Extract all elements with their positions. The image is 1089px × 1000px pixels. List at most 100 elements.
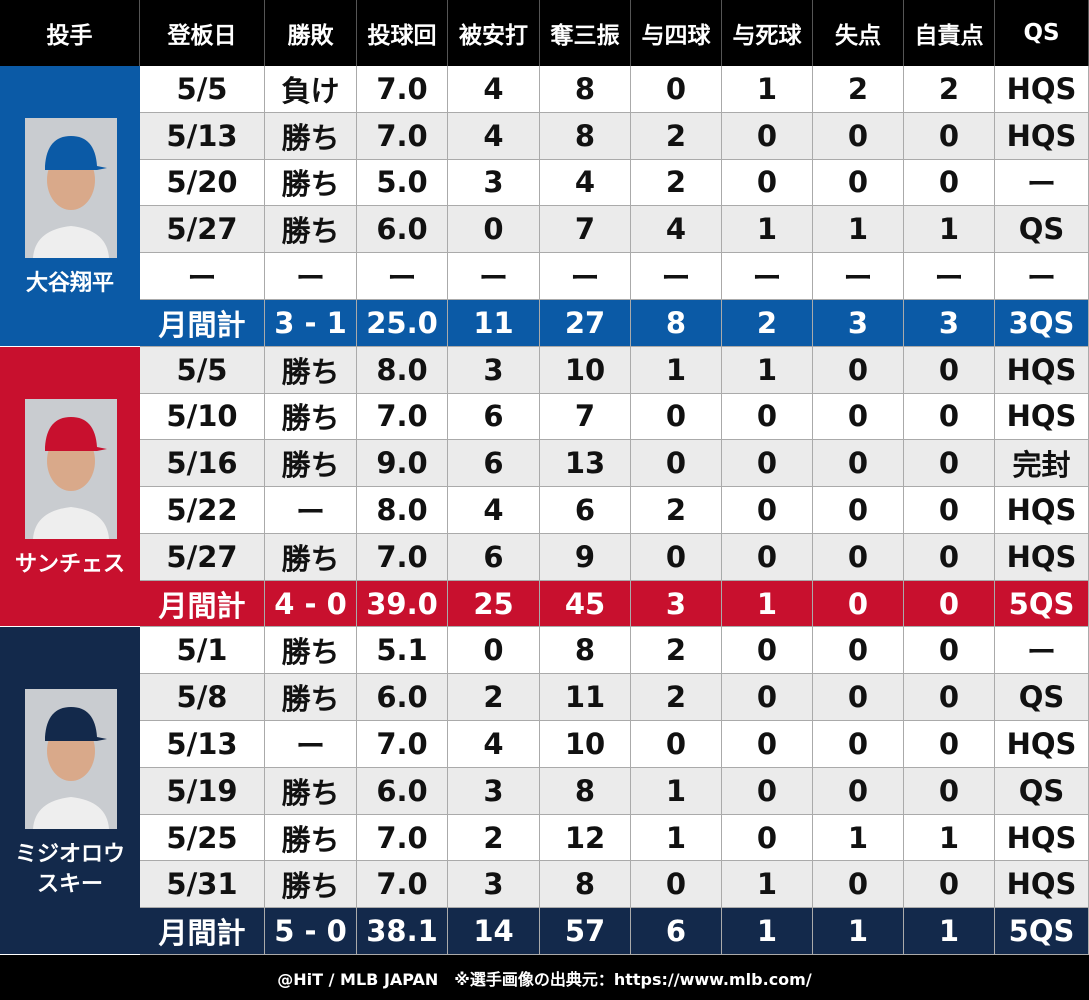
data-cell: 0 [631, 721, 722, 768]
data-cell: 勝ち [265, 440, 357, 488]
data-cell: ー [995, 253, 1089, 300]
total-cell: 月間計 [140, 580, 265, 628]
data-cell: 0 [631, 861, 722, 909]
data-cell: HQS [995, 814, 1089, 862]
data-cell: 7.0 [357, 721, 448, 768]
data-cell: 0 [631, 66, 722, 113]
total-cell: 月間計 [140, 299, 265, 347]
total-cell: 4 - 0 [265, 580, 357, 628]
data-cell: 勝ち [265, 861, 357, 909]
data-cell: 勝ち [265, 674, 357, 722]
total-cell: 25 [448, 580, 540, 628]
data-cell: 0 [904, 721, 995, 768]
total-cell: 1 [904, 908, 995, 955]
total-cell: 5 - 0 [265, 908, 357, 955]
data-cell: ー [722, 253, 813, 300]
data-cell: 1 [722, 346, 813, 394]
data-cell: 8 [540, 112, 631, 160]
total-cell: 3 [631, 580, 722, 628]
data-cell: 5.0 [357, 159, 448, 207]
data-cell: HQS [995, 66, 1089, 113]
data-cell: 1 [813, 206, 904, 254]
data-cell: 0 [631, 440, 722, 488]
header-cell: 投球回 [357, 0, 448, 66]
data-cell: ー [265, 721, 357, 768]
data-cell: 10 [540, 721, 631, 768]
data-cell: HQS [995, 721, 1089, 768]
data-cell: 2 [631, 627, 722, 675]
data-cell: 1 [722, 861, 813, 909]
data-cell: 0 [722, 627, 813, 675]
data-cell: 6 [448, 533, 540, 581]
data-cell: ー [904, 253, 995, 300]
total-cell: 57 [540, 908, 631, 955]
data-cell: 8 [540, 627, 631, 675]
data-cell: 0 [722, 487, 813, 534]
header-cell: 失点 [813, 0, 904, 66]
data-cell: 7 [540, 206, 631, 254]
data-cell: ー [357, 253, 448, 300]
data-cell: 13 [540, 440, 631, 488]
data-cell: 2 [631, 112, 722, 160]
data-cell: 9.0 [357, 440, 448, 488]
data-cell: 0 [722, 814, 813, 862]
total-cell: 6 [631, 908, 722, 955]
data-cell: QS [995, 206, 1089, 254]
total-cell: 39.0 [357, 580, 448, 628]
data-cell: 5/16 [140, 440, 265, 488]
data-cell: 11 [540, 674, 631, 722]
data-cell: 4 [448, 66, 540, 113]
data-cell: 0 [722, 393, 813, 441]
data-cell: 0 [813, 861, 904, 909]
data-cell: 0 [722, 767, 813, 815]
total-cell: 0 [904, 580, 995, 628]
pitcher-name: スキー [36, 872, 103, 898]
data-cell: 5/5 [140, 66, 265, 113]
data-cell: 2 [631, 674, 722, 722]
total-cell: 5QS [995, 908, 1089, 955]
data-cell: ー [540, 253, 631, 300]
data-cell: 0 [813, 487, 904, 534]
data-cell: 5/5 [140, 346, 265, 394]
data-cell: 4 [448, 721, 540, 768]
data-cell: 7.0 [357, 814, 448, 862]
data-cell: ー [995, 159, 1089, 207]
data-cell: 勝ち [265, 814, 357, 862]
data-cell: 0 [722, 533, 813, 581]
total-cell: 27 [540, 299, 631, 347]
data-cell: QS [995, 767, 1089, 815]
data-cell: 1 [722, 206, 813, 254]
data-cell: HQS [995, 393, 1089, 441]
data-cell: 0 [813, 159, 904, 207]
total-cell: 25.0 [357, 299, 448, 347]
pitcher-cell [0, 627, 140, 955]
data-cell: 3 [448, 159, 540, 207]
data-cell: 0 [904, 159, 995, 207]
data-cell: 5/25 [140, 814, 265, 862]
data-cell: 4 [540, 159, 631, 207]
data-cell: 勝ち [265, 533, 357, 581]
data-cell: 5/27 [140, 206, 265, 254]
data-cell: 1 [722, 66, 813, 113]
data-cell: 0 [813, 767, 904, 815]
data-cell: ー [265, 253, 357, 300]
data-cell: 0 [813, 440, 904, 488]
data-cell: 2 [631, 159, 722, 207]
data-cell: HQS [995, 487, 1089, 534]
header-cell: 自責点 [904, 0, 995, 66]
data-cell: 8 [540, 767, 631, 815]
data-cell: HQS [995, 861, 1089, 909]
pitcher-name: ミジオロウ [14, 842, 125, 868]
pitcher-cell [0, 346, 140, 628]
data-cell: 勝ち [265, 206, 357, 254]
data-cell: 6 [448, 440, 540, 488]
data-cell: 6.0 [357, 674, 448, 722]
data-cell: 0 [904, 674, 995, 722]
total-cell: 3QS [995, 299, 1089, 347]
data-cell: 6 [448, 393, 540, 441]
data-cell: 5/1 [140, 627, 265, 675]
total-cell: 38.1 [357, 908, 448, 955]
data-cell: 0 [631, 393, 722, 441]
data-cell: 0 [904, 861, 995, 909]
data-cell: 10 [540, 346, 631, 394]
